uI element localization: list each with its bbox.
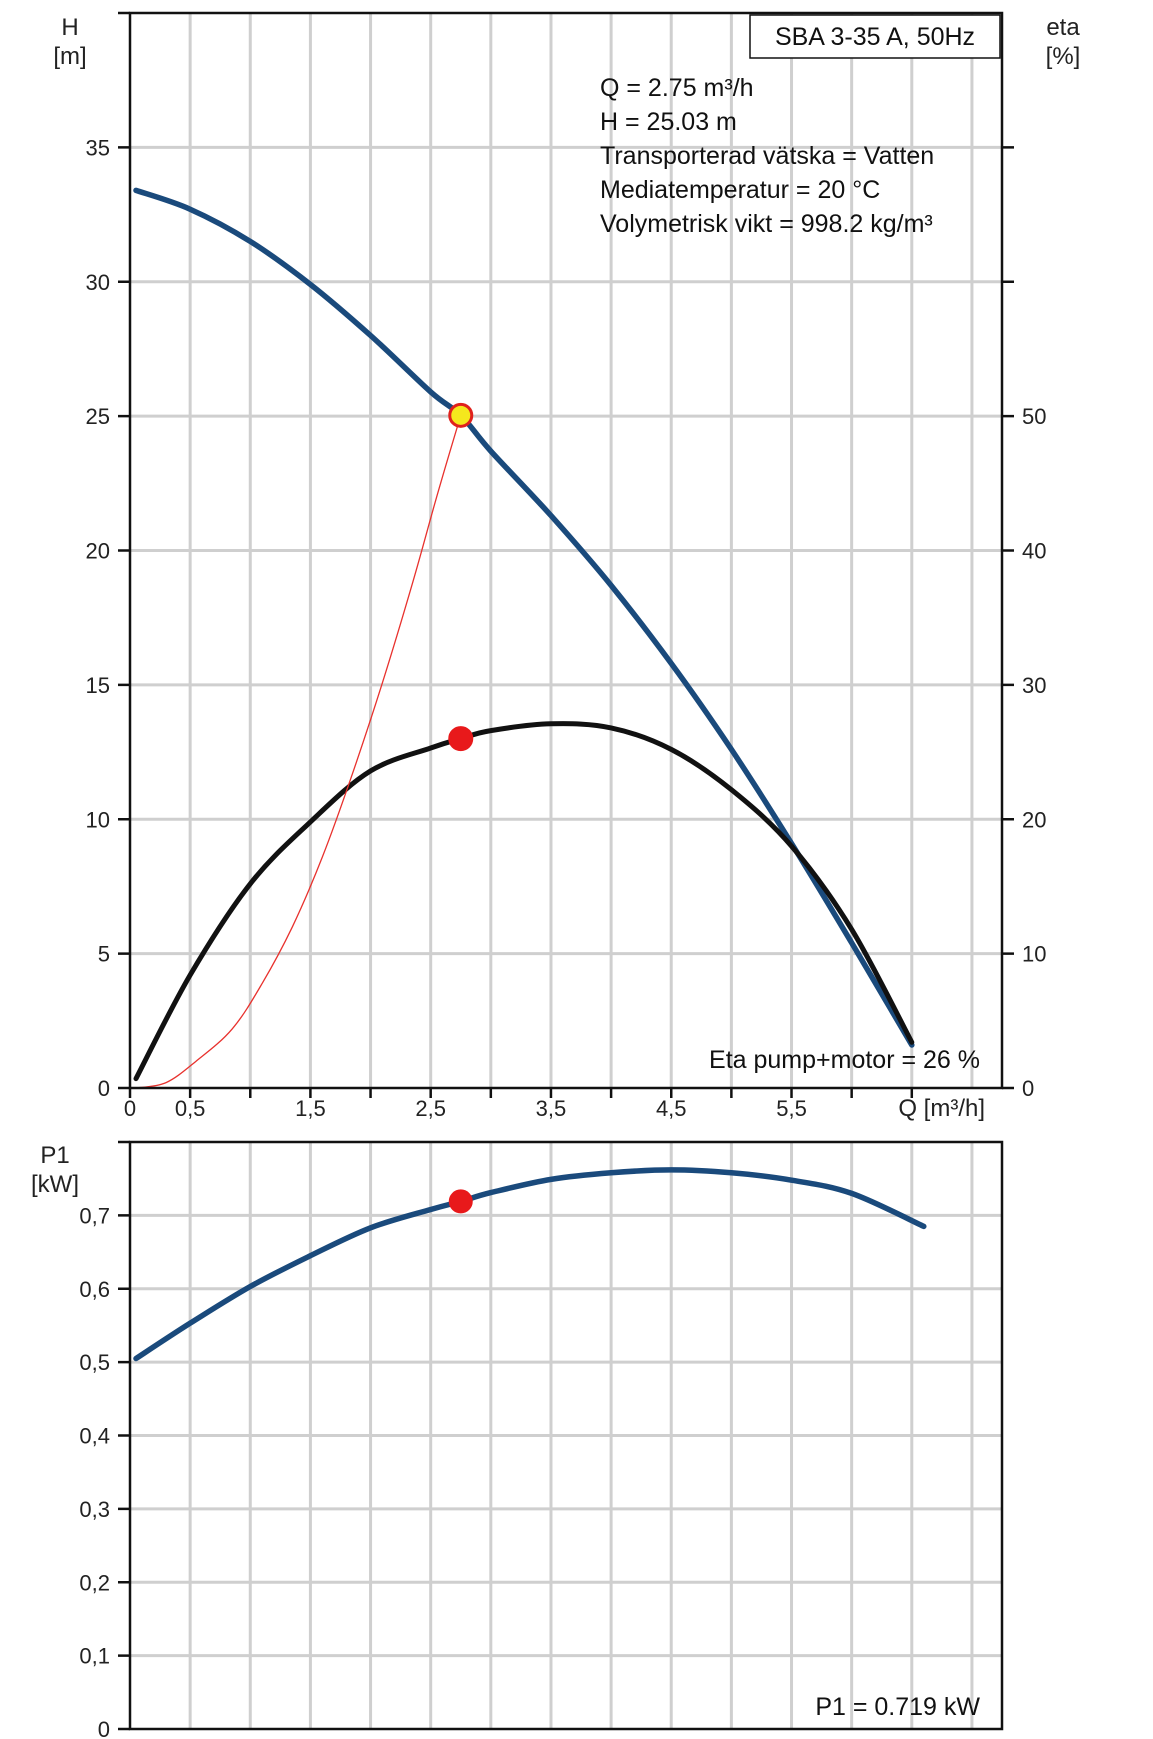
bottom-chart-grid [130,1142,1002,1729]
x-axis-label: Q [m³/h] [898,1095,985,1122]
efficiency-curve [133,721,915,1082]
x-tick-label: 0,5 [175,1096,206,1121]
duty-point-marker [448,402,474,428]
x-tick-label: 3,5 [536,1096,567,1121]
y-left-tick-label: 5 [98,942,110,967]
info-line-liquid: Transporterad vätska = Vatten [600,142,934,170]
y-left-tick-label: 20 [86,539,110,564]
y-left-tick-label: 25 [86,404,110,429]
y-right-tick-label: 20 [1022,807,1046,832]
p1-tick-label: 0 [98,1717,110,1739]
system-curve [135,414,462,1089]
y-right-label-unit: [%] [1046,43,1081,70]
x-tick-label: 1,5 [295,1096,326,1121]
top-chart-curves [133,187,915,1089]
power-note: P1 = 0.719 kW [815,1693,980,1721]
p1-label-unit: [kW] [31,1171,79,1198]
p1-tick-label: 0,5 [79,1350,110,1375]
top-chart-ticks: 0 5 10 15 20 25 30 35 0 10 20 30 40 50 0 0,5 1,5 2,5 3,5 4,… [86,11,1046,1121]
p1-tick-label: 0,4 [79,1424,110,1449]
y-right-tick-label: 10 [1022,942,1046,967]
top-chart-grid [130,13,1002,1088]
head-curve [133,187,915,1048]
y-right-tick-label: 40 [1022,539,1046,564]
x-tick-label: 4,5 [656,1096,687,1121]
power-point-marker [448,1189,473,1214]
p1-tick-label: 0,7 [79,1203,110,1228]
y-right-tick-label: 30 [1022,673,1046,698]
info-line-flow: Q = 2.75 m³/h [600,74,754,102]
x-tick-label: 5,5 [776,1096,807,1121]
y-left-tick-label: 0 [98,1076,110,1101]
efficiency-note: Eta pump+motor = 26 % [709,1046,980,1074]
bottom-chart-ticks: 0 0,1 0,2 0,3 0,4 0,5 0,6 0,7 [79,1140,130,1739]
chart-title-box [749,14,1001,59]
top-plot-frame [128,11,1004,1090]
p1-tick-label: 0,6 [79,1277,110,1302]
power-curve [133,1167,927,1362]
x-tick-label: 2,5 [415,1096,446,1121]
info-line-head: H = 25.03 m [600,108,737,136]
y-left-tick-label: 10 [86,807,110,832]
y-right-tick-label: 50 [1022,404,1046,429]
chart-title: SBA 3-35 A, 50Hz [775,23,975,51]
p1-tick-label: 0,1 [79,1644,110,1669]
efficiency-point-marker [448,726,474,752]
p1-tick-label: 0,3 [79,1497,110,1522]
y-right-label-symbol: eta [1046,14,1080,41]
y-left-tick-label: 15 [86,673,110,698]
y-left-label-unit: [m] [53,43,86,70]
p1-tick-label: 0,2 [79,1570,110,1595]
bottom-plot-frame [128,1140,1004,1731]
y-left-tick-label: 30 [86,270,110,295]
info-line-density: Volymetrisk vikt = 998.2 kg/m³ [600,210,933,238]
x-tick-label: 0 [124,1096,136,1121]
p1-label-symbol: P1 [40,1142,69,1169]
y-left-label-symbol: H [61,14,78,41]
y-right-tick-label: 0 [1022,1076,1034,1101]
bottom-chart-curves [133,1167,927,1362]
y-left-tick-label: 35 [86,135,110,160]
operating-point-info: Q = 2.75 m³/h H = 25.03 m Transporterad … [600,74,934,238]
info-line-temperature: Mediatemperatur = 20 °C [600,176,880,204]
